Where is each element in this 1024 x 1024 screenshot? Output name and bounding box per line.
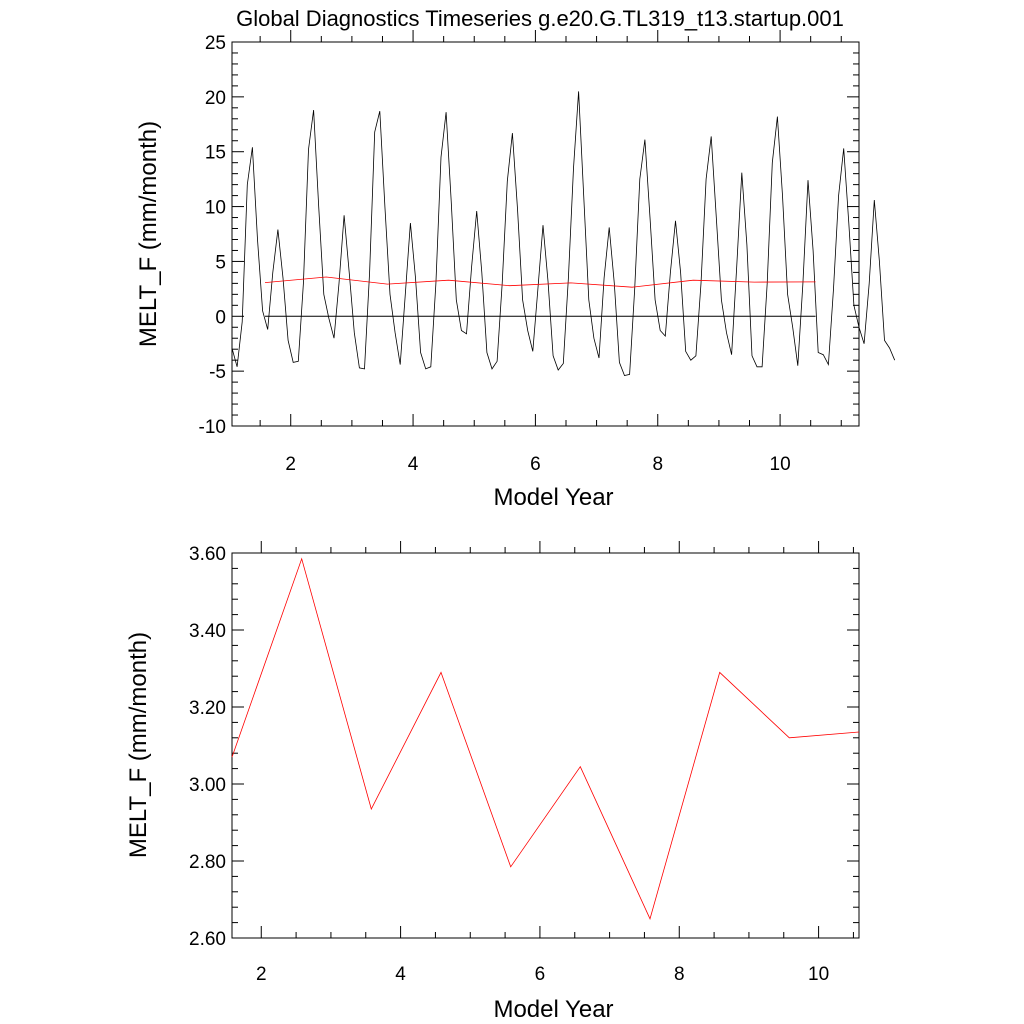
- y-tick-label: 10: [205, 198, 226, 219]
- x-axis-label: Model Year: [493, 996, 613, 1023]
- y-tick-label: 25: [205, 33, 226, 54]
- plot-frame: [231, 552, 860, 939]
- y-tick-label: 3.20: [189, 698, 226, 719]
- y-tick-label: 2.60: [189, 929, 226, 950]
- x-tick-label: 4: [408, 454, 419, 475]
- x-tick-label: 4: [395, 964, 406, 985]
- y-tick-label: 3.00: [189, 775, 226, 796]
- monthly-series-line: [231, 91, 896, 376]
- plot-frame: [231, 41, 860, 427]
- x-tick-label: 6: [530, 454, 541, 475]
- annual-mean-series-line: [264, 276, 816, 288]
- x-tick-label: 10: [808, 964, 829, 985]
- y-tick-label: -5: [209, 362, 226, 383]
- annual-mean-series-line: [231, 557, 860, 920]
- x-tick-label: 8: [674, 964, 685, 985]
- annual-mean-panel: 2.60 2.80 3.00 3.20 3.40 3.60 2 4 6 8 10 Model Year…: [125, 541, 860, 1023]
- y-tick-label: 5: [215, 252, 226, 273]
- y-tick-label: 20: [205, 88, 226, 109]
- x-tick-label: 10: [770, 454, 791, 475]
- chart-title: Global Diagnostics Timeseries g.e20.G.TL…: [236, 6, 844, 31]
- x-tick-label: 2: [285, 454, 296, 475]
- x-tick-label: 8: [652, 454, 663, 475]
- y-tick-label: -10: [199, 417, 226, 438]
- y-tick-label: 0: [215, 307, 226, 328]
- y-tick-label: 2.80: [189, 852, 226, 873]
- x-axis-label: Model Year: [493, 484, 613, 511]
- x-tick-label: 6: [535, 964, 546, 985]
- y-axis-label: MELT_F (mm/month): [135, 121, 162, 347]
- y-tick-label: 3.60: [189, 544, 226, 565]
- x-tick-label: 2: [256, 964, 267, 985]
- y-tick-label: 15: [205, 143, 226, 164]
- monthly-timeseries-panel: -10 -5 0 5 10 15 20 25 2 4 6 8 10 Model Year MELT_F (m…: [135, 30, 896, 511]
- y-axis-label: MELT_F (mm/month): [125, 632, 152, 858]
- y-tick-label: 3.40: [189, 621, 226, 642]
